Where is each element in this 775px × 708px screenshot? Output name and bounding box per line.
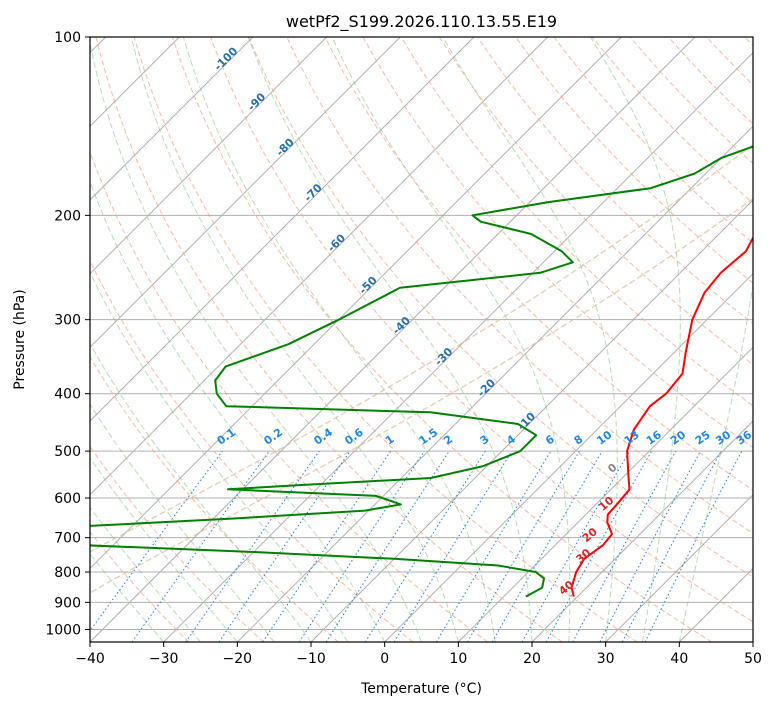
reference-curve-line	[90, 143, 753, 553]
axes: −40 −30 −20 −10 0 10 20 30 40 50 100 200 300 400 500 60…	[45, 30, 762, 667]
y-tick-label: 600	[54, 491, 81, 507]
mixing-ratio-line	[325, 450, 450, 642]
x-axis-title: Temperature (°C)	[360, 681, 482, 697]
dry-adiabat-line	[248, 37, 753, 578]
moist-adiabat-line	[90, 553, 165, 642]
dry-adiabat-line	[286, 37, 753, 534]
y-tick-label: 500	[54, 444, 81, 460]
mixing-ratio-line	[393, 450, 513, 642]
isotherm-line	[384, 272, 753, 642]
x-tick-label: 50	[744, 651, 762, 667]
mixing-ratio-line	[185, 450, 320, 642]
moist-adiabat-line	[90, 342, 312, 642]
isotherm-line	[90, 37, 328, 275]
x-tick-label: −20	[223, 651, 253, 667]
x-tick-label: 10	[449, 651, 467, 667]
x-tick-label: −10	[296, 651, 326, 667]
dry-adiabat-line	[90, 531, 190, 642]
y-tick-label: 200	[54, 208, 81, 224]
moist-adiabat-line	[130, 37, 459, 642]
dry-adiabat-line	[90, 150, 488, 642]
moist-adiabat-line	[182, 37, 496, 642]
x-tick-label: 40	[670, 651, 688, 667]
dry-adiabat-line	[210, 37, 753, 623]
dry-adiabat-line	[90, 355, 339, 642]
mixing-ratio-line	[572, 450, 677, 642]
mixing-ratio-line	[491, 450, 603, 642]
mixing-ratio-line	[545, 450, 653, 642]
y-tick-label: 300	[54, 313, 81, 329]
dry-adiabat-line	[324, 37, 753, 491]
dry-adiabat-line	[90, 259, 414, 642]
moist-adiabat-line	[247, 37, 533, 642]
moist-adiabat-line	[90, 506, 201, 642]
mixing-ratio-line	[364, 450, 486, 642]
y-tick-label: 700	[54, 531, 81, 547]
mixing-ratio-line	[467, 450, 580, 642]
y-tick-label: 1000	[45, 622, 81, 638]
mixing-ratio-line	[435, 450, 552, 642]
moist-adiabat-line	[678, 282, 753, 642]
mixing-ratio-line	[90, 450, 223, 632]
isotherm-line	[90, 37, 254, 201]
moist-adiabat-line	[90, 403, 275, 642]
x-tick-label: −40	[75, 651, 105, 667]
dry-adiabat-line	[477, 37, 753, 325]
isotherm-line	[457, 346, 753, 642]
dewpoint-profile-line	[90, 145, 753, 598]
profile-lines	[90, 145, 753, 598]
moist-adiabat-line	[331, 37, 571, 642]
isotherm-line	[531, 420, 753, 642]
x-tick-label: 30	[597, 651, 615, 667]
x-tick-label: 0	[380, 651, 389, 667]
y-tick-label: 800	[54, 565, 81, 581]
moist-adiabat-line	[590, 37, 681, 642]
plot-frame	[89, 36, 754, 643]
temperature-profile-line	[570, 235, 753, 597]
dry-adiabat-line	[553, 37, 753, 244]
reference-curve-line	[90, 197, 753, 594]
x-tick-label: 20	[523, 651, 541, 667]
dry-adiabat-line	[171, 37, 712, 642]
chart-title: wetPf2_S199.2026.110.13.55.E19	[286, 12, 557, 32]
moist-adiabat-line	[442, 37, 618, 642]
y-tick-label: 900	[54, 595, 81, 611]
isotherm-line	[236, 125, 753, 642]
y-tick-label: 100	[54, 30, 81, 46]
dry-adiabat-line	[400, 37, 753, 407]
y-tick-label: 400	[54, 387, 81, 403]
isotherm-line	[90, 37, 401, 349]
isotherm-line	[163, 51, 753, 642]
moist-adiabat-line	[90, 457, 238, 642]
dry-adiabat-line	[95, 37, 563, 642]
background-lines	[90, 37, 753, 642]
isotherm-line	[605, 493, 753, 642]
mixing-ratio-line	[131, 450, 270, 642]
dry-adiabat-line	[362, 37, 753, 449]
y-axis-title: Pressure (hPa)	[12, 289, 28, 389]
dry-adiabat-line	[133, 37, 638, 642]
dry-adiabat-line	[438, 37, 753, 365]
moist-adiabat-line	[90, 180, 386, 642]
moist-adiabat-line	[90, 40, 422, 642]
dry-adiabat-line	[591, 37, 753, 204]
x-tick-label: −30	[149, 651, 179, 667]
isotherm-line	[90, 37, 475, 422]
mixing-ratio-line	[521, 450, 630, 642]
isotherm-line	[90, 37, 549, 496]
moist-adiabat-line	[90, 271, 349, 642]
isotherm-line	[90, 37, 622, 570]
